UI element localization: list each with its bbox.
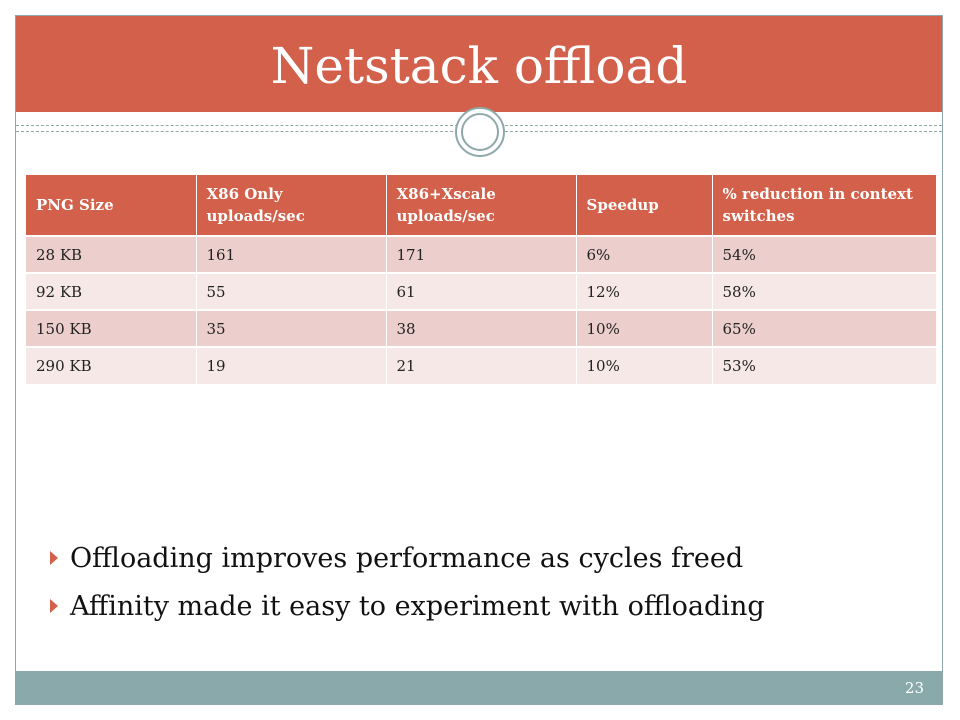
table-cell: 61 xyxy=(386,272,577,310)
slide-number: 23 xyxy=(904,679,924,697)
table-row: 92 KB 55 61 12% 58% xyxy=(26,272,936,310)
table-cell: 35 xyxy=(196,309,387,347)
bullet-item: Offloading improves performance as cycle… xyxy=(50,535,930,583)
decorative-inner-circle-icon xyxy=(461,113,499,151)
bullet-arrow-icon xyxy=(50,551,58,565)
table-cell: 53% xyxy=(712,346,936,384)
table-cell: 10% xyxy=(576,309,713,347)
column-header: PNG Size xyxy=(26,175,197,236)
table-header-row: PNG Size X86 Only uploads/sec X86+Xscale… xyxy=(26,175,936,236)
table-cell: 92 KB xyxy=(26,272,197,310)
table-cell: 290 KB xyxy=(26,346,197,384)
bullet-text: Affinity made it easy to experiment with… xyxy=(70,591,765,622)
table-cell: 28 KB xyxy=(26,235,197,273)
footer-bar xyxy=(16,671,942,704)
bullet-item: Affinity made it easy to experiment with… xyxy=(50,583,930,631)
column-header: Speedup xyxy=(576,175,713,236)
results-table: PNG Size X86 Only uploads/sec X86+Xscale… xyxy=(26,175,936,384)
table-cell: 19 xyxy=(196,346,387,384)
bullet-text: Offloading improves performance as cycle… xyxy=(70,543,744,574)
bullet-arrow-icon xyxy=(50,599,58,613)
decorative-circle-icon xyxy=(455,107,505,157)
table-row: 150 KB 35 38 10% 65% xyxy=(26,309,936,347)
title-bar xyxy=(16,16,942,112)
table-cell: 150 KB xyxy=(26,309,197,347)
table-cell: 58% xyxy=(712,272,936,310)
column-header: X86 Only uploads/sec xyxy=(196,175,387,236)
table-row: 290 KB 19 21 10% 53% xyxy=(26,346,936,384)
table-cell: 54% xyxy=(712,235,936,273)
table-cell: 38 xyxy=(386,309,577,347)
table-cell: 65% xyxy=(712,309,936,347)
table-cell: 6% xyxy=(576,235,713,273)
table-row: 28 KB 161 171 6% 54% xyxy=(26,235,936,273)
column-header: X86+Xscale uploads/sec xyxy=(386,175,577,236)
table-cell: 21 xyxy=(386,346,577,384)
table-cell: 171 xyxy=(386,235,577,273)
table-cell: 161 xyxy=(196,235,387,273)
table-cell: 10% xyxy=(576,346,713,384)
slide-title: Netstack offload xyxy=(270,37,688,95)
column-header: % reduction in context switches xyxy=(712,175,936,236)
table-cell: 12% xyxy=(576,272,713,310)
table-cell: 55 xyxy=(196,272,387,310)
bullet-list: Offloading improves performance as cycle… xyxy=(50,535,930,631)
